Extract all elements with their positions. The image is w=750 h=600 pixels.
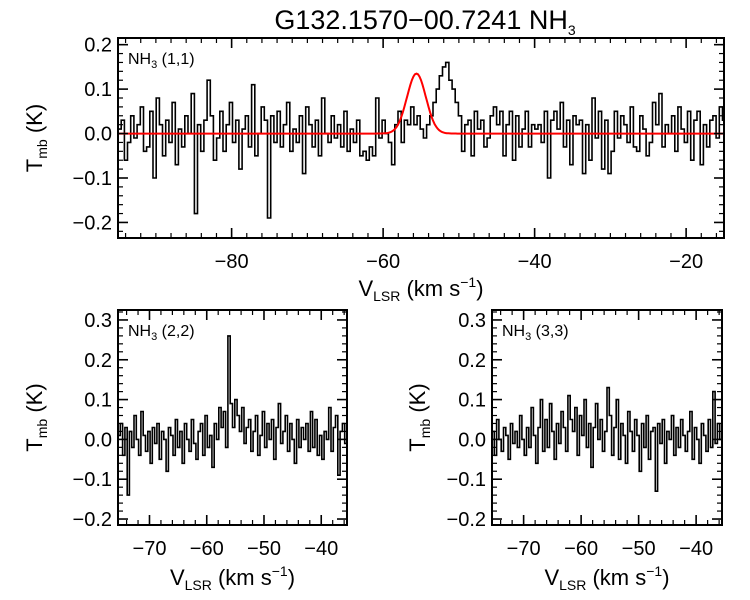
plot-frame — [117, 37, 725, 239]
plot-frame — [117, 309, 348, 526]
transition-label: NH3 (2,2) — [128, 323, 195, 343]
y-tick-label: −0.1 — [73, 469, 112, 491]
x-tick-label: −60 — [564, 538, 598, 560]
transition-label: NH3 (1,1) — [128, 51, 195, 71]
x-tick-label: −70 — [133, 538, 167, 560]
y-tick-label: 0.3 — [458, 310, 486, 332]
series-spectrum — [118, 335, 347, 496]
figure-title: G132.1570−00.7241 NH3 — [274, 5, 575, 38]
y-tick-label: −0.2 — [447, 509, 486, 531]
y-tick-label: 0.2 — [84, 35, 112, 57]
x-tick-label: −50 — [247, 538, 281, 560]
y-tick-label: 0.2 — [84, 350, 112, 372]
x-tick-label: −40 — [304, 538, 338, 560]
panel-nh3-22: −70 −60 −50 −40 −0.2 −0.1 0.0 0.1 0.2 0.3 NH3 (2,2… — [22, 309, 348, 593]
y-axis-label: Tmb (K) — [22, 383, 50, 451]
x-tick-label: −40 — [679, 538, 713, 560]
x-tick-label: −20 — [669, 251, 703, 273]
panel-nh3-11: −80 −60 −40 −20 −0.2 −0.1 0.0 0.1 0.2 NH3 (1,1) VL… — [22, 35, 725, 304]
x-tick-label: −60 — [190, 538, 224, 560]
series-gaussian-fit — [118, 72, 724, 135]
y-tick-label: 0.1 — [84, 79, 112, 101]
x-tick-label: −40 — [518, 251, 552, 273]
plot-frame — [491, 309, 723, 526]
x-axis-label: VLSR (km s−1) — [544, 563, 669, 593]
x-tick-label: −70 — [507, 538, 541, 560]
y-tick-label: −0.2 — [73, 212, 112, 234]
y-tick-label: 0.0 — [84, 124, 112, 146]
panel-nh3-33: −70 −60 −50 −40 −0.2 −0.1 0.0 0.1 0.2 0.3 NH3 (3,3… — [405, 309, 723, 593]
x-tick-label: −80 — [215, 251, 249, 273]
x-axis-label: VLSR (km s−1) — [170, 563, 295, 593]
x-tick-label: −60 — [366, 251, 400, 273]
y-tick-label: 0.0 — [84, 429, 112, 451]
transition-label: NH3 (3,3) — [502, 323, 569, 343]
series-spectrum — [492, 386, 722, 492]
y-axis-label: Tmb (K) — [22, 104, 50, 172]
y-tick-label: 0.0 — [458, 429, 486, 451]
y-tick-label: −0.1 — [447, 469, 486, 491]
y-tick-label: 0.1 — [458, 390, 486, 412]
y-axis-label: Tmb (K) — [405, 383, 433, 451]
x-axis-label: VLSR (km s−1) — [358, 274, 483, 304]
y-tick-label: 0.2 — [458, 350, 486, 372]
y-tick-label: 0.1 — [84, 390, 112, 412]
x-tick-label: −50 — [622, 538, 656, 560]
y-tick-label: 0.3 — [84, 310, 112, 332]
y-tick-label: −0.2 — [73, 509, 112, 531]
y-tick-label: −0.1 — [73, 168, 112, 190]
series-spectrum — [118, 61, 724, 219]
